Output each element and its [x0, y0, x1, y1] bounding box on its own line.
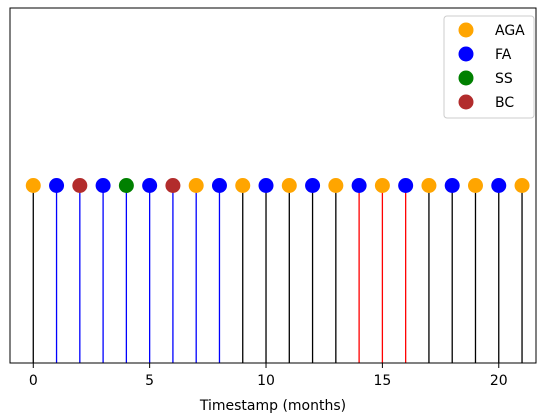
- stem-marker-ss: [118, 178, 134, 193]
- x-tick-label: 20: [490, 373, 508, 389]
- stem-marker-fa: [258, 178, 274, 193]
- x-tick-label: 0: [29, 373, 38, 389]
- legend-frame: [443, 15, 535, 119]
- stem-marker-fa: [398, 178, 414, 193]
- x-axis-ticks: 0 5 10 15 20: [29, 363, 508, 389]
- stem-marker-aga: [421, 178, 437, 193]
- stem-marker-aga: [374, 178, 390, 193]
- legend-marker-bc: [458, 94, 474, 110]
- legend: AGA FA SS BC: [443, 15, 535, 119]
- x-tick-label: 10: [257, 373, 275, 389]
- stem-marker-aga: [467, 178, 483, 193]
- stem-marker-aga: [25, 178, 41, 193]
- stem-marker-aga: [188, 178, 204, 193]
- legend-marker-ss: [458, 70, 474, 86]
- x-tick-label: 5: [145, 373, 154, 389]
- legend-label-ss: SS: [495, 71, 513, 87]
- x-axis-label: Timestamp (months): [199, 398, 346, 414]
- stem-marker-fa: [491, 178, 507, 193]
- stem-marker-fa: [305, 178, 321, 193]
- legend-marker-fa: [458, 46, 474, 62]
- legend-marker-aga: [458, 22, 474, 38]
- plot-area-frame: [9, 7, 537, 364]
- stem-marker-bc: [72, 178, 88, 193]
- legend-label-bc: BC: [495, 95, 514, 111]
- stem-marker-aga: [235, 178, 251, 193]
- stem-marker-fa: [211, 178, 227, 193]
- x-tick-label: 15: [373, 373, 391, 389]
- stem-marker-bc: [165, 178, 181, 193]
- stem-marker-fa: [444, 178, 460, 193]
- stem-lines: [32, 185, 523, 363]
- stem-marker-aga: [328, 178, 344, 193]
- legend-label-fa: FA: [495, 47, 512, 63]
- stem-marker-aga: [514, 178, 530, 193]
- legend-label-aga: AGA: [495, 23, 525, 39]
- stem-marker-fa: [49, 178, 65, 193]
- stem-marker-fa: [142, 178, 158, 193]
- stem-marker-aga: [281, 178, 297, 193]
- stem-markers: [25, 178, 530, 193]
- stem-marker-fa: [351, 178, 367, 193]
- stem-marker-fa: [95, 178, 111, 193]
